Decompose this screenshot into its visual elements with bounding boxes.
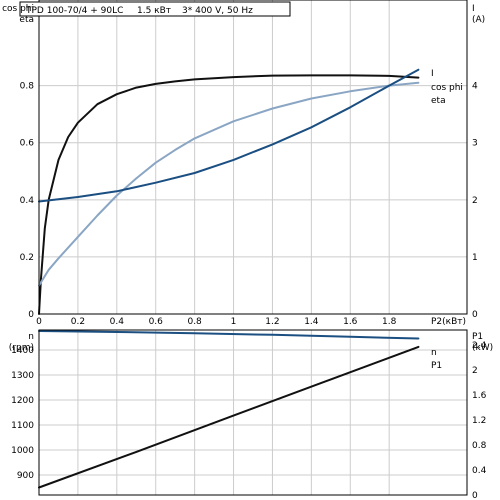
pump-model-label: TPD 100-70/4 + 90LC — [25, 6, 123, 16]
y-left-tick-label: 0.8 — [20, 82, 35, 92]
eta-series-label: eta — [431, 96, 446, 106]
y-right-tick-label: 2 — [472, 196, 478, 206]
p1-curve — [38, 345, 420, 489]
y-left-tick-label: 0.2 — [20, 253, 34, 263]
y-left-tick-label: 900 — [17, 471, 34, 481]
cos-phi-axis-title: cos phi — [2, 4, 34, 14]
y-left-tick-label: 1200 — [11, 396, 34, 406]
x-tick-label: 0.6 — [149, 317, 164, 327]
y-right-tick-label: 2.4 — [472, 341, 487, 351]
current-curve — [38, 68, 420, 203]
x-tick-label: 1.2 — [265, 317, 279, 327]
x-tick-label: 1.6 — [343, 317, 358, 327]
y-left-tick-label: 1100 — [11, 421, 34, 431]
p1-axis-title: P1 — [472, 332, 483, 342]
y-left-tick-label: 1300 — [11, 371, 34, 381]
x-tick-label: 0.8 — [187, 317, 202, 327]
supply-label: 3* 400 V, 50 Hz — [182, 6, 253, 16]
p1-series-label: P1 — [431, 361, 442, 371]
speed-series-label: n — [431, 348, 437, 358]
y-right-tick-label: 2 — [472, 366, 478, 376]
y-left-tick-label: 1400 — [11, 346, 34, 356]
eta-axis-title: eta — [19, 15, 34, 25]
bottom-left-axis-title: n (rpm) — [9, 332, 34, 353]
cos-phi-curve — [38, 81, 420, 287]
p1-unit-title: (kW) — [472, 343, 493, 353]
y-left-tick-label: 0.4 — [20, 196, 35, 206]
y-right-tick-label: 1.2 — [472, 416, 486, 426]
y-right-tick-label: 0.8 — [472, 441, 487, 451]
grid-layer — [38, 0, 467, 495]
y-right-tick-label: 0 — [472, 491, 478, 500]
top-right-axis-title: I (A) — [472, 4, 485, 25]
current-series-label: I — [431, 69, 434, 79]
bottom-right-axis-title: P1 (kW) — [472, 332, 493, 353]
bottom-panel-frame — [38, 329, 468, 496]
frame-layer — [38, 0, 468, 496]
power-rating-label: 1.5 кВт — [137, 6, 171, 16]
x-tick-label: 0.2 — [71, 317, 85, 327]
top-panel-frame — [38, 0, 468, 315]
x-tick-label: 0 — [36, 317, 42, 327]
y-right-tick-label: 0.4 — [472, 466, 487, 476]
y-right-tick-label: 1.6 — [472, 391, 487, 401]
y-left-tick-label: 1000 — [11, 446, 34, 456]
y-left-tick-label: 0.6 — [20, 139, 35, 149]
speed-unit-title: (rpm) — [9, 343, 34, 353]
y-right-tick-label: 1 — [472, 253, 478, 263]
header-box: TPD 100-70/4 + 90LC 1.5 кВт 3* 400 V, 50… — [19, 1, 291, 17]
tick-layer: 0 0.2 0.4 0.6 0.8 1 1.2 1.4 1.6 1.8 0 0.2 0.4 0.6 0.8 0… — [11, 82, 486, 500]
y-right-tick-label: 3 — [472, 139, 478, 149]
speed-curve — [38, 330, 420, 340]
x-tick-label: 1.8 — [382, 317, 397, 327]
y-left-tick-label: 0 — [28, 310, 34, 320]
x-tick-label: 0.4 — [110, 317, 125, 327]
curve-layer — [38, 68, 420, 489]
x-tick-label: 1.4 — [304, 317, 319, 327]
x-axis-label: P2(кВт) — [431, 317, 466, 327]
top-left-axis-title: cos phi eta — [2, 4, 34, 25]
current-axis-title: I — [472, 4, 475, 14]
current-unit-title: (A) — [472, 15, 485, 25]
x-tick-label: 1 — [231, 317, 237, 327]
series-label-layer: I cos phi eta n P1 — [431, 69, 463, 371]
y-right-tick-label: 0 — [472, 310, 478, 320]
cos-phi-series-label: cos phi — [431, 83, 463, 93]
y-right-tick-label: 4 — [472, 82, 478, 92]
speed-axis-title: n — [28, 332, 34, 342]
